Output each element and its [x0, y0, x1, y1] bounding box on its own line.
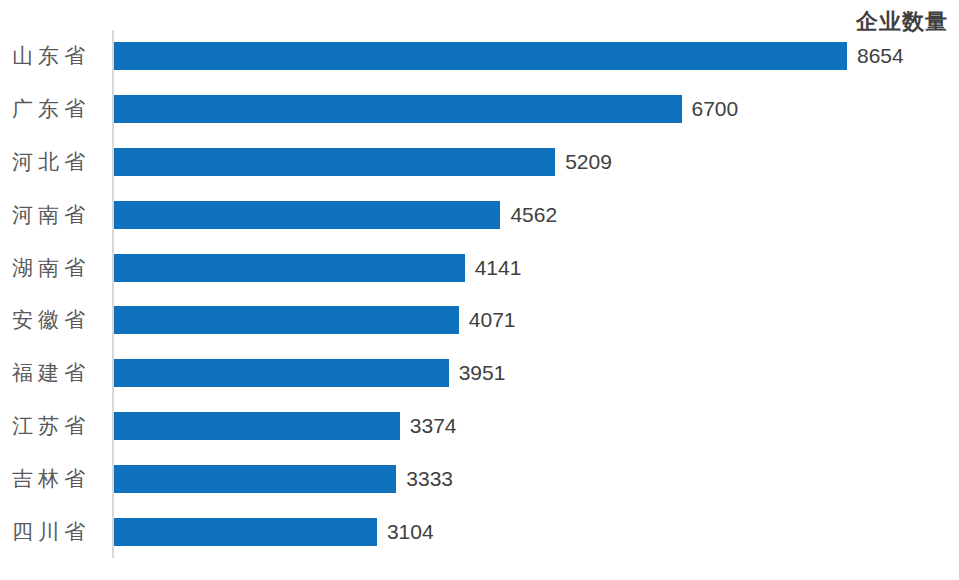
category-label: 吉林省	[0, 465, 114, 493]
value-label: 3333	[406, 467, 453, 491]
category-label: 山东省	[0, 42, 114, 70]
bar-row: 河北省 5209	[0, 136, 959, 189]
category-label: 四川省	[0, 518, 114, 546]
value-label: 4141	[475, 256, 522, 280]
bar-chart: 企业数量 山东省8654广东省6700河北省5209河南省4562湖南省4141…	[0, 0, 959, 580]
bar	[114, 95, 682, 123]
category-label: 福建省	[0, 359, 114, 387]
value-label: 8654	[857, 44, 904, 68]
category-label: 河南省	[0, 201, 114, 229]
bar-row: 湖南省 4141	[0, 241, 959, 294]
bar-row: 河南省 4562	[0, 188, 959, 241]
bar-row: 福建省 3951	[0, 347, 959, 400]
bar	[114, 254, 465, 282]
bar-row: 山东省 8654	[0, 30, 959, 83]
category-label: 广东省	[0, 95, 114, 123]
bar	[114, 412, 400, 440]
value-label: 3374	[410, 414, 457, 438]
bar-row: 安徽省 4071	[0, 294, 959, 347]
bar-row: 江苏省 3374	[0, 400, 959, 453]
bar	[114, 465, 396, 493]
bar-row: 吉林省 3333	[0, 452, 959, 505]
category-label: 湖南省	[0, 254, 114, 282]
bar	[114, 42, 847, 70]
category-label: 安徽省	[0, 306, 114, 334]
value-label: 4071	[469, 308, 516, 332]
value-label: 4562	[510, 203, 557, 227]
bar	[114, 148, 555, 176]
category-label: 江苏省	[0, 412, 114, 440]
bar-row: 四川省 3104	[0, 505, 959, 558]
value-label: 5209	[565, 150, 612, 174]
bar	[114, 306, 459, 334]
bar	[114, 518, 377, 546]
bar-row: 广东省 6700	[0, 83, 959, 136]
value-label: 3104	[387, 520, 434, 544]
value-label: 3951	[459, 361, 506, 385]
plot-area: 山东省 8654 广东省 6700 河北省 5209 河南省 4562 湖南省 4141 安徽省 40…	[0, 30, 959, 558]
category-label: 河北省	[0, 148, 114, 176]
bar	[114, 201, 500, 229]
value-label: 6700	[692, 97, 739, 121]
bar	[114, 359, 449, 387]
